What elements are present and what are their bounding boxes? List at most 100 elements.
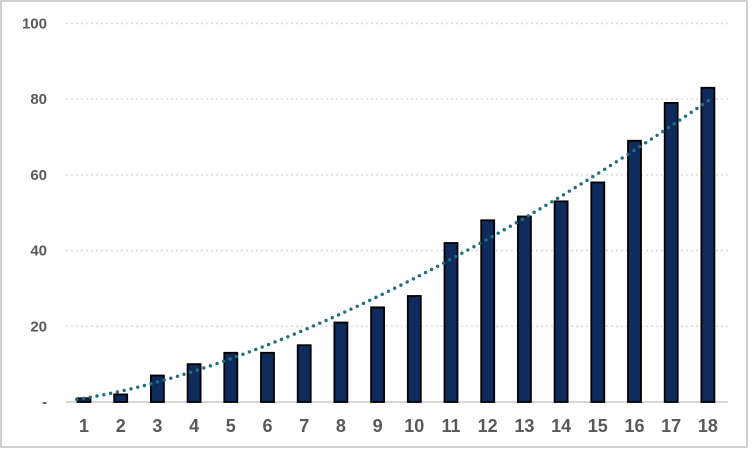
x-tick-label: 8: [336, 416, 346, 436]
trendline-dot: [228, 357, 232, 361]
x-tick-label: 2: [116, 416, 126, 436]
trendline-dot: [208, 364, 213, 368]
trendline-dot: [374, 295, 378, 300]
trendline-dot: [368, 298, 372, 303]
x-tick-label: 10: [404, 416, 424, 436]
trendline-dot: [129, 387, 133, 391]
trendline-dot: [423, 270, 428, 275]
trendline-dot: [88, 395, 92, 399]
x-tick-label: 7: [299, 416, 309, 436]
trendline-dot: [330, 315, 334, 320]
bar-7[interactable]: [296, 344, 312, 403]
trendline-dot: [502, 228, 506, 232]
x-tick-label: 4: [189, 416, 199, 436]
trendline-dot: [254, 347, 258, 352]
trendline-dot: [700, 102, 705, 107]
trendline-dot: [567, 189, 572, 193]
bar-18[interactable]: [700, 86, 716, 403]
trendline-dot: [561, 193, 566, 197]
trendline-dot: [169, 376, 173, 380]
trendline-dot: [155, 380, 160, 384]
y-tick-label: 20: [30, 318, 47, 335]
x-tick-label: 18: [698, 416, 718, 436]
bar-12[interactable]: [480, 219, 496, 403]
trendline-dot: [435, 264, 440, 268]
trendline-dot: [273, 340, 277, 344]
trendline-dot: [689, 110, 693, 115]
trendline-dot: [343, 310, 347, 314]
trendline-dot: [484, 238, 488, 242]
bar-11[interactable]: [443, 242, 459, 403]
trendline-dot: [279, 337, 284, 342]
trendline-dot: [311, 324, 316, 328]
trendline-dot: [508, 224, 512, 228]
trendline-dot: [247, 350, 252, 354]
trendline-dot: [490, 234, 494, 239]
trendline-dot: [195, 368, 199, 372]
trendline-dot: [532, 210, 536, 215]
bar-9[interactable]: [370, 306, 386, 403]
trendline-dot: [496, 231, 500, 235]
trendline-dot: [579, 182, 583, 186]
trendline-dot: [355, 304, 359, 308]
trendline-dot: [441, 261, 446, 265]
bar-14[interactable]: [553, 200, 569, 403]
trendline-dot: [95, 394, 99, 398]
trendline-dot: [661, 129, 665, 134]
trendline-dot: [215, 361, 219, 366]
trendline-dot: [478, 241, 482, 246]
trendline-dot: [142, 383, 147, 388]
trendline-dot: [260, 345, 264, 349]
trendline-dot: [386, 289, 391, 294]
trendline-dot: [234, 354, 239, 359]
bar-series[interactable]: [76, 86, 716, 403]
trendline-dot: [585, 178, 589, 183]
trendline-dot: [649, 137, 654, 141]
bar-8[interactable]: [333, 321, 349, 403]
trendline-dot: [555, 196, 560, 201]
y-tick-label: 100: [22, 15, 47, 32]
trendline-dot: [526, 214, 530, 218]
trendline-dot: [591, 174, 595, 179]
y-tick-label: 40: [30, 243, 47, 260]
trendline-dot: [472, 244, 476, 249]
trendline-dot: [683, 114, 688, 118]
trendline-dot: [429, 267, 434, 272]
trendline-dot: [136, 385, 140, 389]
trendline-dot: [392, 286, 397, 290]
trendline-dot: [638, 144, 642, 149]
trendline-dot: [122, 388, 126, 393]
bar-13[interactable]: [517, 215, 532, 403]
trendline[interactable]: [74, 98, 710, 401]
x-tick-label: 6: [262, 416, 272, 436]
y-axis-labels: - 20 40 60 80 100: [22, 15, 47, 411]
bar-5[interactable]: [223, 351, 239, 403]
gridlines: [66, 22, 728, 328]
trendline-dot: [399, 283, 403, 287]
bar-3[interactable]: [149, 374, 165, 403]
trendline-dot: [538, 207, 542, 211]
bar-17[interactable]: [663, 102, 679, 403]
x-tick-label: 15: [588, 416, 608, 436]
bar-15[interactable]: [590, 181, 606, 403]
trendline-dot: [175, 374, 180, 378]
x-tick-label: 16: [624, 416, 644, 436]
bar-2[interactable]: [113, 393, 129, 403]
trendline-dot: [643, 141, 648, 145]
y-tick-label: 80: [30, 91, 47, 108]
bar-10[interactable]: [406, 295, 422, 403]
trendline-dot: [417, 274, 422, 278]
y-tick-label: -: [42, 394, 47, 411]
x-axis-labels: 1 2 3 4 5 6 7 8 9 10 11 12 13 14 15 16 17 18: [79, 416, 718, 436]
trendline-dot: [305, 326, 309, 331]
trendline-dot: [202, 366, 206, 370]
x-tick-label: 12: [478, 416, 498, 436]
trendline-dot: [695, 106, 699, 111]
trendline-dot: [666, 126, 671, 130]
bar-16[interactable]: [627, 139, 642, 403]
trendline-dot: [626, 152, 630, 156]
trendline-dot: [448, 258, 452, 262]
bar-6[interactable]: [260, 351, 275, 403]
